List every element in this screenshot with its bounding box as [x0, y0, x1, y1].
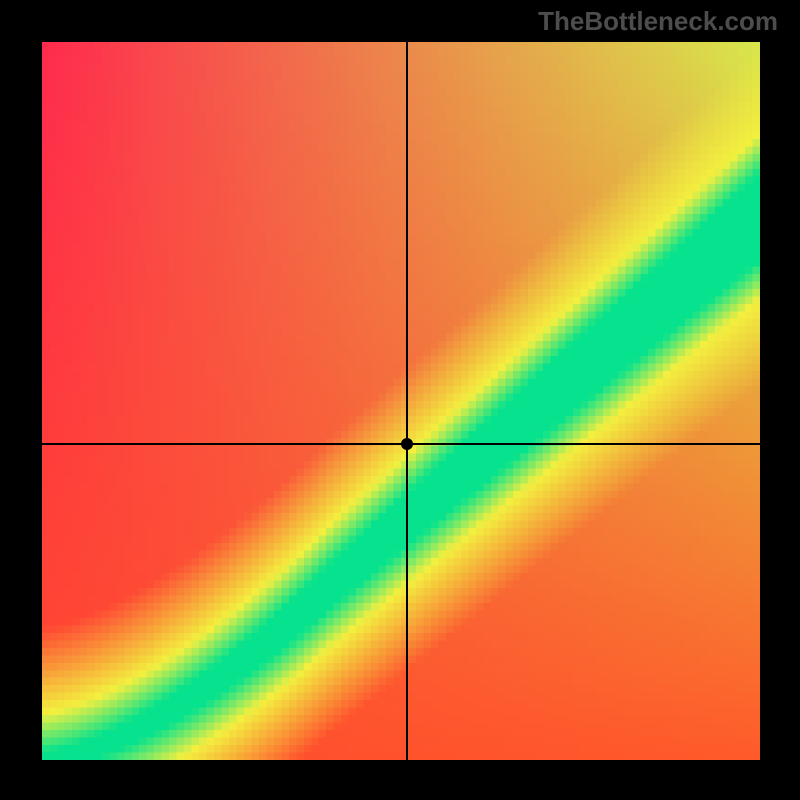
crosshair-vertical	[406, 42, 408, 760]
watermark-text: TheBottleneck.com	[538, 6, 778, 37]
crosshair-marker-dot	[401, 438, 413, 450]
heatmap-canvas	[42, 42, 760, 760]
